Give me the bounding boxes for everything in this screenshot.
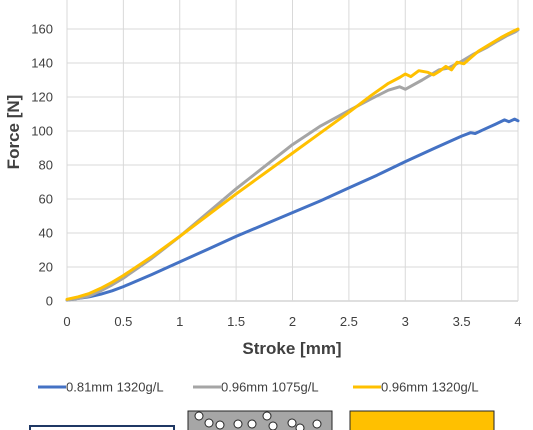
y-tick-label: 120 (31, 90, 53, 105)
y-tick-label: 0 (46, 294, 53, 309)
x-tick-label: 0 (63, 314, 70, 329)
legend-label: 0.81mm 1320g/L (66, 380, 164, 395)
tick-labels: 0 20 40 60 80 100 120 140 160 180 0 0.5 1 1.5 2 2.5 3 3.5… (31, 0, 521, 329)
legend: 0.81mm 1320g/L 0.96mm 1075g/L 0.96mm 1320g… (38, 380, 479, 395)
x-tick-label: 3.5 (453, 314, 471, 329)
material-swatches (29, 410, 495, 430)
legend-label: 0.96mm 1075g/L (221, 380, 319, 395)
legend-label: 0.96mm 1320g/L (381, 380, 479, 395)
y-tick-label: 60 (39, 192, 53, 207)
swatch-gold (349, 410, 495, 430)
series-lines (65, 27, 520, 302)
x-tick-label: 2 (289, 314, 296, 329)
swatch-porous-gray (187, 410, 333, 430)
y-tick-label: 100 (31, 124, 53, 139)
x-tick-label: 4 (514, 314, 521, 329)
x-tick-label: 2.5 (340, 314, 358, 329)
y-tick-label: 40 (39, 226, 53, 241)
swatch-dark-blue (29, 425, 175, 430)
y-tick-label: 180 (31, 0, 53, 3)
series-line-1 (65, 117, 520, 302)
x-axis-title: Stroke [mm] (242, 339, 341, 358)
x-tick-label: 1 (176, 314, 183, 329)
series-line-3 (65, 27, 520, 301)
y-tick-label: 140 (31, 56, 53, 71)
x-tick-label: 1.5 (227, 314, 245, 329)
x-tick-label: 3 (402, 314, 409, 329)
gridlines (66, 0, 519, 302)
y-tick-label: 160 (31, 22, 53, 37)
x-tick-label: 0.5 (114, 314, 132, 329)
y-axis-title: Force [N] (4, 95, 23, 170)
y-tick-label: 20 (39, 260, 53, 275)
y-tick-label: 80 (39, 158, 53, 173)
